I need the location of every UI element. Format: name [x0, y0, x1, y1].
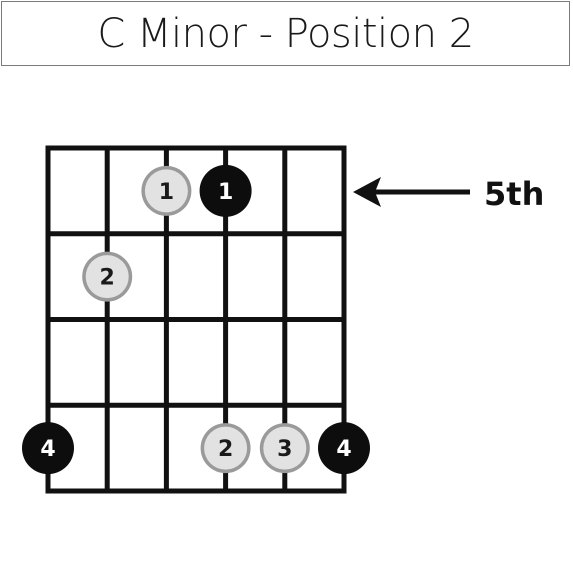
note-label: 1: [218, 180, 233, 205]
fret-position-label: 5th: [484, 175, 544, 213]
root-note-marker: 4: [22, 422, 74, 475]
note-label: 2: [218, 437, 233, 462]
page-title: C Minor - Position 2: [97, 10, 474, 57]
fret-position-marker: 5th: [353, 175, 544, 213]
note-marker: 2: [200, 423, 251, 474]
note-label: 4: [40, 437, 55, 462]
root-note-marker: 4: [318, 422, 370, 475]
note-label: 4: [336, 437, 351, 462]
note-label: 3: [277, 437, 292, 462]
note-marker: 3: [259, 423, 310, 474]
left-arrow-icon: [353, 177, 470, 207]
note-label: 1: [159, 180, 174, 205]
note-label: 2: [100, 266, 115, 291]
note-markers: 1 1 2 4 2 3 4: [22, 164, 370, 475]
title-box: C Minor - Position 2: [1, 1, 570, 66]
note-marker: 2: [82, 251, 133, 302]
note-marker: 1: [141, 165, 192, 216]
root-note-marker: 1: [199, 164, 252, 217]
